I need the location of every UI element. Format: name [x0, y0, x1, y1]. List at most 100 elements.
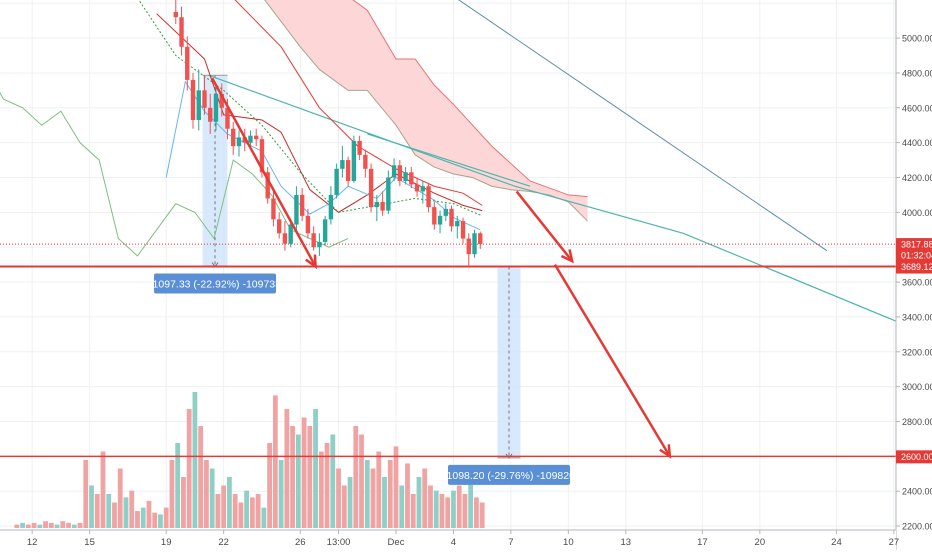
volume-bar — [100, 451, 106, 528]
price-tick-label: 4800.00 — [902, 68, 932, 78]
candle — [432, 201, 437, 230]
candle — [219, 83, 224, 117]
candle-body — [403, 172, 408, 181]
price-tick-label: 5000.00 — [902, 34, 932, 44]
candle-body — [334, 168, 339, 195]
candle — [380, 191, 385, 216]
time-tick-label: 17 — [697, 537, 708, 548]
volume-bar — [433, 490, 439, 528]
candle — [231, 121, 236, 155]
candle — [202, 75, 207, 115]
price-tick-label: 4000.00 — [902, 208, 932, 218]
candle — [340, 146, 345, 178]
candle-body — [340, 160, 345, 169]
candle-body — [185, 46, 190, 80]
volume-bar — [135, 511, 140, 528]
candle — [173, 0, 178, 25]
candle — [374, 194, 380, 222]
volume-bar — [445, 497, 451, 528]
candle-body — [472, 233, 477, 255]
support-level-badge: 3689.12 — [896, 260, 932, 274]
forecast-arrow — [211, 77, 317, 270]
volume-bar — [428, 485, 433, 528]
time-tick-label: 10 — [563, 537, 574, 548]
candle — [357, 135, 362, 161]
volume-bar — [336, 468, 341, 528]
volume-bar — [462, 494, 468, 528]
volume-bar — [376, 451, 382, 528]
volume-bar — [209, 468, 215, 528]
volume-bar — [422, 468, 428, 528]
candle-body — [311, 233, 316, 248]
candle-body — [363, 154, 368, 169]
volume-bar — [25, 524, 31, 528]
volume-bar — [48, 522, 54, 528]
volume-bar — [31, 522, 37, 528]
volume-bar — [192, 392, 198, 528]
volume-bar — [267, 443, 273, 528]
volume-bar — [117, 468, 123, 528]
candle-body — [455, 221, 460, 227]
forecast-arrows — [211, 77, 672, 459]
candle-body — [449, 208, 454, 227]
candle — [478, 231, 483, 249]
support-level-badge-text: 3689.12 — [901, 262, 932, 272]
candle — [265, 167, 270, 204]
volume-bar — [123, 497, 129, 528]
volume-bar — [60, 521, 66, 528]
candle — [345, 156, 351, 187]
candle-body — [219, 93, 224, 108]
volume-bar — [313, 409, 318, 528]
candle-body — [196, 90, 201, 120]
candle-body — [173, 11, 178, 18]
candle-body — [443, 208, 448, 216]
candle — [472, 229, 477, 258]
volume-bar — [140, 507, 146, 528]
volume-bar — [295, 434, 301, 528]
arrow-shaft — [211, 77, 317, 268]
time-tick-label: 24 — [831, 537, 842, 548]
volume-bar — [439, 494, 445, 528]
volume-bar — [232, 494, 238, 528]
time-tick-label: 4 — [451, 537, 456, 548]
current-price-badge-bg — [896, 238, 932, 263]
volume-bar — [198, 426, 204, 528]
candle — [409, 167, 414, 188]
volume-bar — [89, 485, 94, 528]
candle-body — [374, 201, 380, 208]
volume-bar — [221, 485, 227, 528]
candle-body — [299, 194, 305, 216]
volume-bar — [370, 468, 376, 528]
volume-bar — [364, 460, 370, 528]
arrow-head — [305, 254, 317, 270]
volume-bar — [290, 426, 295, 528]
candle-body — [368, 168, 374, 208]
candle — [449, 205, 454, 232]
current-price-badge-text: 3817.88 — [901, 240, 932, 250]
measure-label-bg — [154, 273, 277, 294]
candle — [276, 212, 282, 239]
volume-bar — [71, 524, 77, 528]
candle-body — [409, 172, 414, 185]
volume-bar — [393, 446, 399, 528]
candle-body — [202, 90, 207, 108]
volume-bar — [112, 502, 117, 528]
arrow-head — [659, 444, 672, 459]
volume-bar — [152, 512, 158, 528]
target-level-badge-bg — [896, 450, 932, 464]
candle — [196, 69, 201, 131]
volume-bar — [204, 460, 209, 528]
candle-body — [420, 186, 426, 192]
volume-bar — [181, 477, 186, 528]
volume-bar — [175, 443, 181, 528]
volume-bar — [54, 524, 60, 528]
time-tick-label: 26 — [295, 537, 306, 548]
volume-bar — [20, 522, 25, 528]
candle — [294, 186, 299, 230]
volume-bar — [261, 507, 267, 528]
candle-body — [231, 128, 236, 147]
candle-body — [276, 219, 282, 234]
volume-bar — [43, 521, 48, 528]
